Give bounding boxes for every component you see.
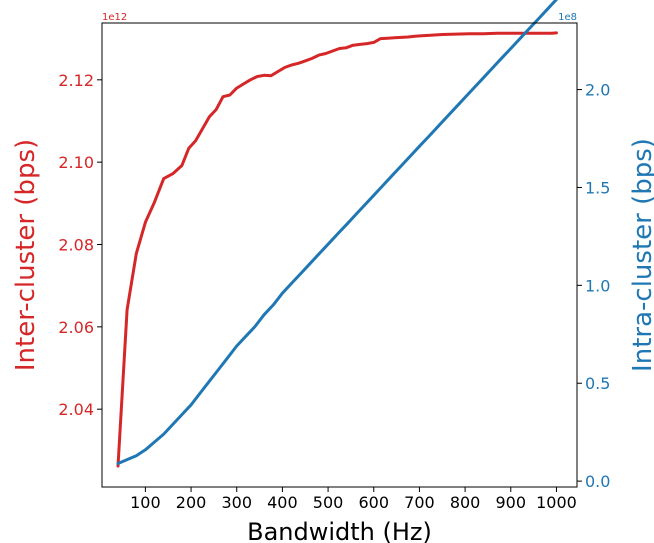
left-y-tick-label: 2.12	[58, 71, 94, 90]
x-tick-label: 600	[358, 493, 389, 512]
left-y-tick-label: 2.06	[58, 318, 94, 337]
x-tick-label: 200	[176, 493, 207, 512]
x-tick-label: 800	[450, 493, 481, 512]
right-y-tick-label: 2.0	[585, 81, 610, 100]
x-tick-label: 100	[130, 493, 161, 512]
left-y-axis: 2.04 2.06 2.08 2.10 2.12	[58, 71, 102, 419]
right-y-tick-label: 1.0	[585, 276, 610, 295]
x-tick-label: 400	[267, 493, 298, 512]
x-tick-label: 900	[496, 493, 527, 512]
intra-cluster-series-line	[116, 0, 558, 465]
right-axis-title: Intra-cluster (bps)	[628, 138, 654, 372]
left-axis-title: Inter-cluster (bps)	[11, 139, 41, 371]
left-y-tick-label: 2.08	[58, 236, 94, 255]
right-y-tick-label: 0.0	[585, 472, 610, 491]
inter-cluster-series-line	[116, 31, 558, 468]
x-tick-label: 300	[221, 493, 252, 512]
x-tick-label: 1000	[536, 493, 577, 512]
right-axis-offset-text: 1e8	[558, 12, 577, 23]
right-y-tick-label: 0.5	[585, 374, 610, 393]
right-y-axis: 0.0 0.5 1.0 1.5 2.0	[577, 81, 610, 491]
left-axis-offset-text: 1e12	[102, 12, 127, 23]
left-y-tick-label: 2.10	[58, 153, 94, 172]
x-axis-title: Bandwidth (Hz)	[247, 518, 432, 543]
right-y-tick-label: 1.5	[585, 178, 610, 197]
plot-frame	[101, 22, 578, 488]
series-layer	[116, 0, 558, 468]
x-tick-label: 700	[404, 493, 435, 512]
x-axis: 100 200 300 400 500 600 700 800 900 1000	[130, 487, 577, 512]
left-y-tick-label: 2.04	[58, 400, 94, 419]
x-tick-label: 500	[313, 493, 344, 512]
